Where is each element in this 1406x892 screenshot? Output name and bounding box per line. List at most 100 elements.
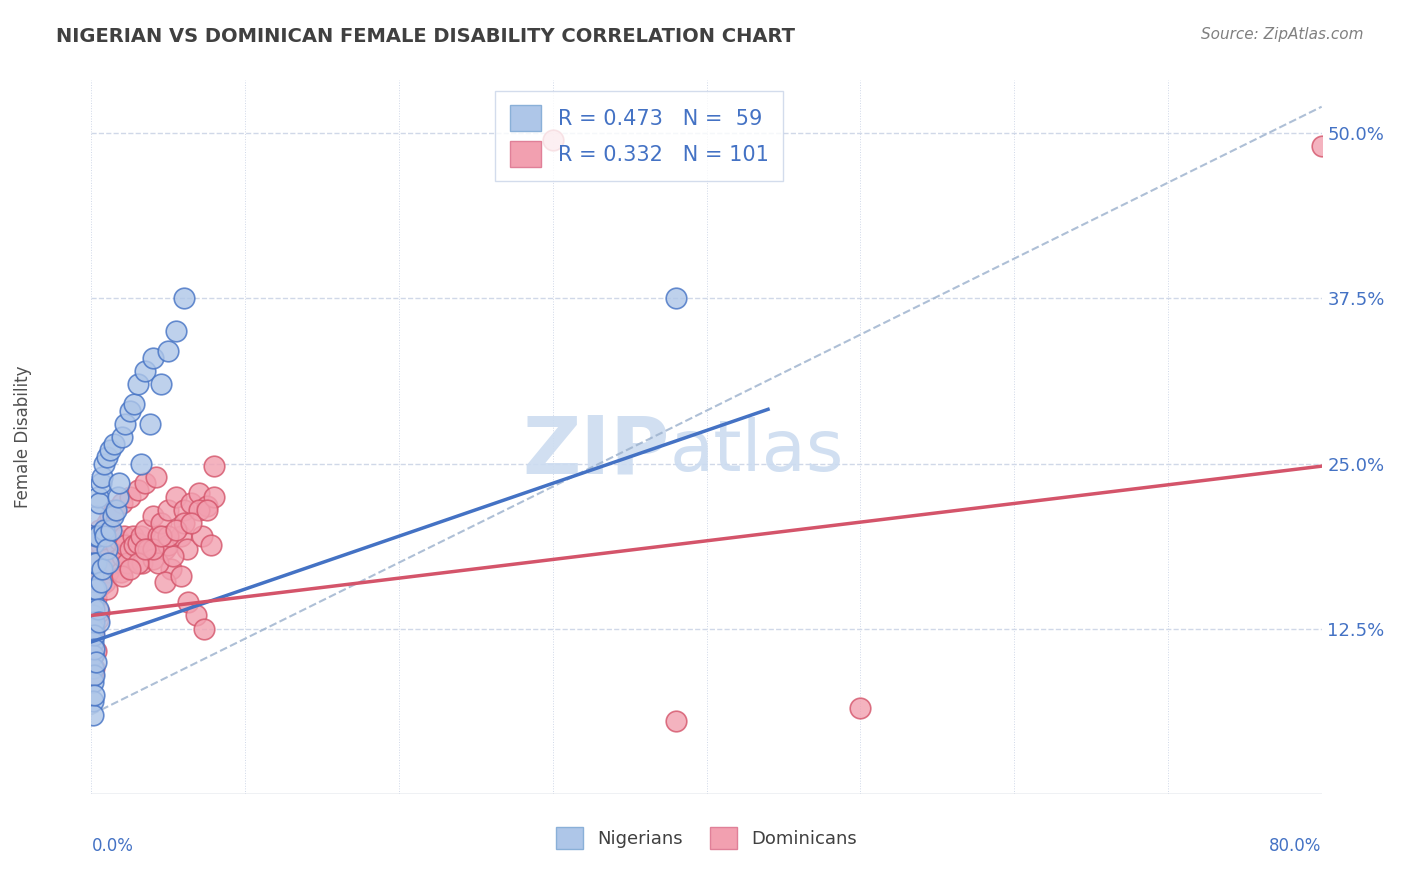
Point <box>96 551 118 566</box>
Point <box>111 549 134 563</box>
Point <box>115 556 138 570</box>
Point <box>86 559 108 574</box>
Point <box>94 575 117 590</box>
Point <box>202 459 225 474</box>
Point <box>84 509 107 524</box>
Text: atlas: atlas <box>669 417 844 486</box>
Point <box>96 582 118 596</box>
Point <box>165 523 187 537</box>
Point <box>84 591 107 606</box>
Point <box>188 485 211 500</box>
Point <box>162 549 184 563</box>
Point <box>94 529 117 543</box>
Point <box>124 538 146 552</box>
Point <box>82 674 104 689</box>
Point <box>87 551 110 566</box>
Point <box>84 536 107 550</box>
Point <box>87 605 110 619</box>
Point <box>127 536 149 550</box>
Point <box>97 565 120 579</box>
Point <box>82 615 104 629</box>
Point <box>127 377 149 392</box>
Legend: Nigerians, Dominicans: Nigerians, Dominicans <box>548 820 865 856</box>
Point <box>105 538 127 552</box>
Point <box>134 364 156 378</box>
Point <box>202 490 225 504</box>
Point <box>118 403 141 417</box>
Point <box>139 417 162 431</box>
Point <box>96 516 118 530</box>
Point <box>82 622 104 636</box>
Point <box>82 668 104 682</box>
Point <box>82 602 104 616</box>
Point <box>110 565 132 579</box>
Point <box>93 523 115 537</box>
Point <box>86 602 108 616</box>
Point <box>665 714 688 729</box>
Point <box>124 397 146 411</box>
Point <box>131 556 153 570</box>
Point <box>83 641 105 656</box>
Point <box>86 529 108 543</box>
Point <box>165 324 187 338</box>
Point <box>105 502 127 516</box>
Point <box>83 536 105 550</box>
Point <box>82 569 104 583</box>
Text: 0.0%: 0.0% <box>91 837 134 855</box>
Point <box>173 502 195 516</box>
Point <box>83 562 105 576</box>
Point <box>195 499 218 513</box>
Point <box>173 516 195 530</box>
Point <box>82 694 104 708</box>
Point <box>87 496 110 510</box>
Point <box>83 602 105 616</box>
Point <box>100 525 122 540</box>
Point <box>83 595 105 609</box>
Point <box>112 529 135 543</box>
Point <box>169 569 191 583</box>
Point <box>541 133 564 147</box>
Point <box>111 496 134 510</box>
Point <box>91 562 114 576</box>
Point <box>93 562 115 576</box>
Point <box>90 476 112 491</box>
Point <box>191 529 214 543</box>
Point <box>180 516 202 530</box>
Text: Female Disability: Female Disability <box>14 366 32 508</box>
Text: NIGERIAN VS DOMINICAN FEMALE DISABILITY CORRELATION CHART: NIGERIAN VS DOMINICAN FEMALE DISABILITY … <box>56 27 796 45</box>
Point <box>91 532 114 546</box>
Point <box>165 490 187 504</box>
Point <box>93 523 115 537</box>
Point <box>83 615 105 629</box>
Point <box>82 608 104 623</box>
Point <box>127 556 149 570</box>
Point <box>108 476 131 491</box>
Text: ZIP: ZIP <box>523 412 669 491</box>
Point <box>149 377 172 392</box>
Point <box>184 608 207 623</box>
Point <box>136 542 159 557</box>
Point <box>91 572 114 586</box>
Point <box>160 562 183 576</box>
Point <box>82 648 104 662</box>
Point <box>134 476 156 491</box>
Point <box>157 529 180 543</box>
Point <box>84 529 107 543</box>
Point <box>177 595 200 609</box>
Point <box>665 291 688 305</box>
Point <box>93 457 115 471</box>
Point <box>82 628 104 642</box>
Point <box>146 529 169 543</box>
Point <box>86 490 108 504</box>
Point <box>129 529 152 543</box>
Text: 80.0%: 80.0% <box>1270 837 1322 855</box>
Point <box>84 582 107 596</box>
Point <box>1310 139 1333 153</box>
Text: Source: ZipAtlas.com: Source: ZipAtlas.com <box>1201 27 1364 42</box>
Point <box>118 542 141 557</box>
Point <box>176 542 198 557</box>
Point <box>149 529 172 543</box>
Point <box>84 565 107 579</box>
Point <box>87 523 110 537</box>
Point <box>153 542 177 557</box>
